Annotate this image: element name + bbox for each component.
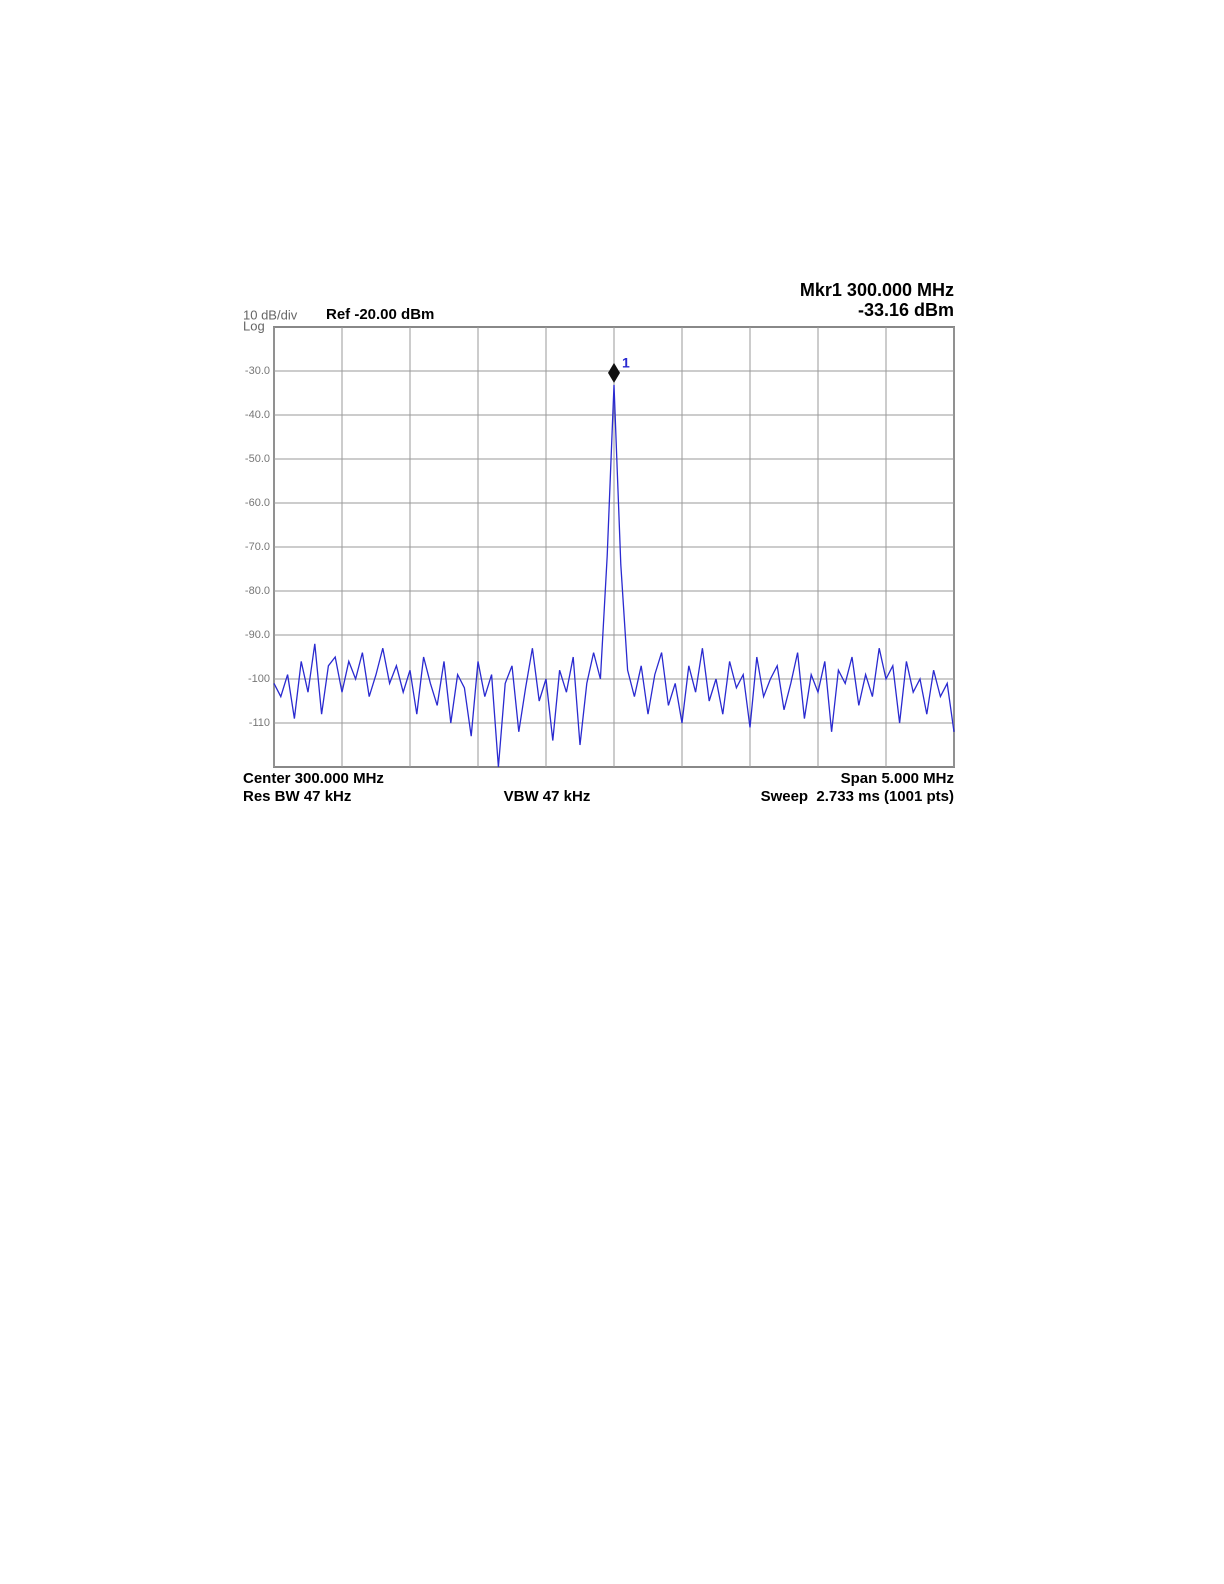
rbw-label: Res BW 47 kHz	[243, 788, 351, 805]
ref-label: Ref -20.00 dBm	[326, 306, 434, 323]
marker-y-readout: -33.16 dBm	[858, 300, 954, 320]
y-tick-label: -100	[248, 673, 270, 685]
y-tick-label: -40.0	[245, 409, 270, 421]
center-label: Center 300.000 MHz	[243, 770, 384, 787]
y-tick-label: -90.0	[245, 629, 270, 641]
y-tick-label: -110	[249, 717, 270, 729]
sweep-label: Sweep 2.733 ms (1001 pts)	[761, 788, 954, 805]
scale-type: Log	[243, 318, 265, 333]
span-label: Span 5.000 MHz	[841, 770, 954, 787]
y-tick-label: -60.0	[245, 497, 270, 509]
y-tick-label: -80.0	[245, 585, 270, 597]
y-tick-label: -50.0	[245, 453, 270, 465]
scale-label: 10 dB/div	[243, 307, 298, 322]
marker-diamond	[608, 362, 620, 383]
y-tick-label: -30.0	[245, 365, 270, 377]
marker-x-readout: Mkr1 300.000 MHz	[800, 280, 954, 300]
marker-label: 1	[622, 355, 630, 371]
trace	[273, 384, 955, 768]
y-tick-label: -70.0	[245, 541, 270, 553]
vbw-label: VBW 47 kHz	[504, 788, 591, 805]
